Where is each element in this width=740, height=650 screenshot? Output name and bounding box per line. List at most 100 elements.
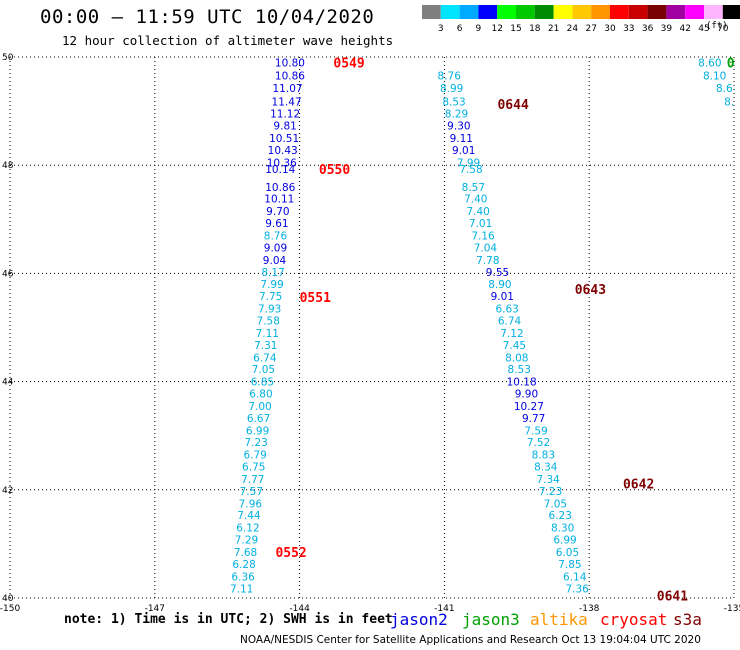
colorbar-level: 33 <box>623 24 634 34</box>
colorbar-level: 36 <box>642 24 654 34</box>
wave-height-value: 8.6 <box>716 83 733 95</box>
colorbar-level: 70 <box>717 24 729 34</box>
wave-height-value: 9.09 <box>264 242 287 254</box>
wave-height-value: 8.76 <box>438 70 462 82</box>
wave-height-value: 6.23 <box>549 510 572 522</box>
legend-cryosat: cryosat <box>600 610 668 629</box>
wave-height-value: 7.99 <box>260 279 283 291</box>
wave-height-value: 7.45 <box>503 340 526 352</box>
wave-height-value: 11.47 <box>272 96 302 108</box>
wave-height-value: 7.57 <box>240 486 263 498</box>
wave-height-value: 10.27 <box>514 401 544 413</box>
wave-height-value: 7.01 <box>469 218 492 230</box>
colorbar-swatch <box>440 5 460 19</box>
x-tick-label: -147 <box>145 604 165 614</box>
wave-height-value: 8.30 <box>551 523 574 535</box>
wave-height-value: 9.81 <box>273 121 296 133</box>
pass-time-label: 0644 <box>497 98 528 113</box>
wave-height-value: 8.83 <box>532 450 555 462</box>
wave-height-value: 7.52 <box>527 437 550 449</box>
colorbar-level: 42 <box>679 24 690 34</box>
wave-height-value: 6.99 <box>246 425 269 437</box>
wave-height-value: 10.36 <box>267 157 297 169</box>
wave-height-value: 6.99 <box>553 535 576 547</box>
y-tick-label: 42 <box>2 486 13 496</box>
wave-height-value: 7.99 <box>457 157 480 169</box>
wave-height-value: 9.90 <box>515 389 538 401</box>
wave-height-value: 11.07 <box>273 83 303 95</box>
wave-height-value: 10.43 <box>268 145 298 157</box>
pass-time-label: 0549 <box>333 56 364 71</box>
colorbar-swatch <box>666 5 686 19</box>
colorbar-level: 39 <box>661 24 673 34</box>
x-tick-label: -141 <box>434 604 454 614</box>
colorbar-swatch <box>704 5 723 19</box>
wave-height-value: 7.75 <box>259 291 282 303</box>
wave-height-value: 7.85 <box>558 559 581 571</box>
wave-height-value: 10.86 <box>265 182 295 194</box>
wave-height-value: 7.23 <box>244 437 267 449</box>
wave-height-value: 6.75 <box>242 462 265 474</box>
wave-height-value: 8.34 <box>534 462 558 474</box>
page-title: 00:00 – 11:59 UTC 10/04/2020 <box>40 6 375 28</box>
wave-height-value: 10.51 <box>269 133 299 145</box>
wave-height-value: 7.11 <box>256 328 279 340</box>
legend-jason2: jason2 <box>390 610 448 629</box>
colorbar-level: 9 <box>476 24 482 34</box>
wave-height-value: 10.11 <box>264 194 294 206</box>
wave-height-value: 10.86 <box>275 70 305 82</box>
legend-altika: altika <box>530 610 588 629</box>
wave-height-value: 7.00 <box>248 401 271 413</box>
y-tick-label: 46 <box>2 269 14 279</box>
wave-height-value: 6.12 <box>236 523 259 535</box>
wave-height-value: 6.85 <box>251 377 274 389</box>
wave-height-value: 7.58 <box>257 315 280 327</box>
colorbar-level: 24 <box>567 24 579 34</box>
footer-credit: NOAA/NESDIS Center for Satellite Applica… <box>240 634 701 646</box>
y-tick-label: 48 <box>2 161 14 171</box>
wave-height-value: 6.79 <box>243 450 266 462</box>
colorbar-level: 45 <box>698 24 709 34</box>
wave-height-value: 7.58 <box>459 164 482 176</box>
pass-time-label: 0552 <box>275 546 306 561</box>
wave-height-value: 7.05 <box>252 364 275 376</box>
x-tick-label: -138 <box>579 604 600 614</box>
wave-height-value: 11.12 <box>270 108 300 120</box>
wave-height-value: 7.05 <box>544 498 567 510</box>
colorbar-swatch <box>422 5 441 19</box>
wave-height-value: 9.77 <box>522 413 545 425</box>
pass-time-label: 0 <box>727 56 735 71</box>
wave-height-value: 6.74 <box>498 315 522 327</box>
wave-height-value: 7.40 <box>464 194 487 206</box>
colorbar-swatch <box>478 5 498 19</box>
wave-height-value: 7.36 <box>565 583 589 595</box>
wave-height-value: 7.04 <box>474 242 498 254</box>
y-tick-label: 50 <box>2 53 14 63</box>
wave-height-value: 10.18 <box>507 377 537 389</box>
y-tick-label: 44 <box>2 378 14 388</box>
wave-height-value: 8.76 <box>264 231 288 243</box>
wave-height-value: 6.36 <box>231 571 255 583</box>
colorbar-swatch <box>572 5 592 19</box>
wave-height-value: 8.10 <box>703 70 726 82</box>
colorbar-swatch <box>722 5 740 19</box>
pass-time-label: 0551 <box>300 291 331 306</box>
y-tick-label: 40 <box>2 594 14 604</box>
wave-height-value: 6.67 <box>247 413 270 425</box>
page-subtitle: 12 hour collection of altimeter wave hei… <box>62 33 394 48</box>
wave-height-value: 8.90 <box>488 279 511 291</box>
colorbar-level: 18 <box>529 24 541 34</box>
wave-height-value: 7.77 <box>241 474 264 486</box>
colorbar-level: 15 <box>510 24 521 34</box>
wave-height-value: 9.11 <box>450 133 473 145</box>
wave-height-value: 6.74 <box>253 352 277 364</box>
wave-height-value: 7.34 <box>536 474 560 486</box>
wave-height-value: 6.63 <box>495 304 518 316</box>
wave-height-value: 10.80 <box>275 57 305 69</box>
wave-height-value: 9.55 <box>486 267 509 279</box>
colorbar-level: 12 <box>491 24 502 34</box>
wave-height-value: 8.08 <box>505 352 528 364</box>
wave-height-value: 8.53 <box>508 364 531 376</box>
pass-time-label: 0642 <box>623 477 654 492</box>
pass-time-label: 0643 <box>575 283 606 298</box>
